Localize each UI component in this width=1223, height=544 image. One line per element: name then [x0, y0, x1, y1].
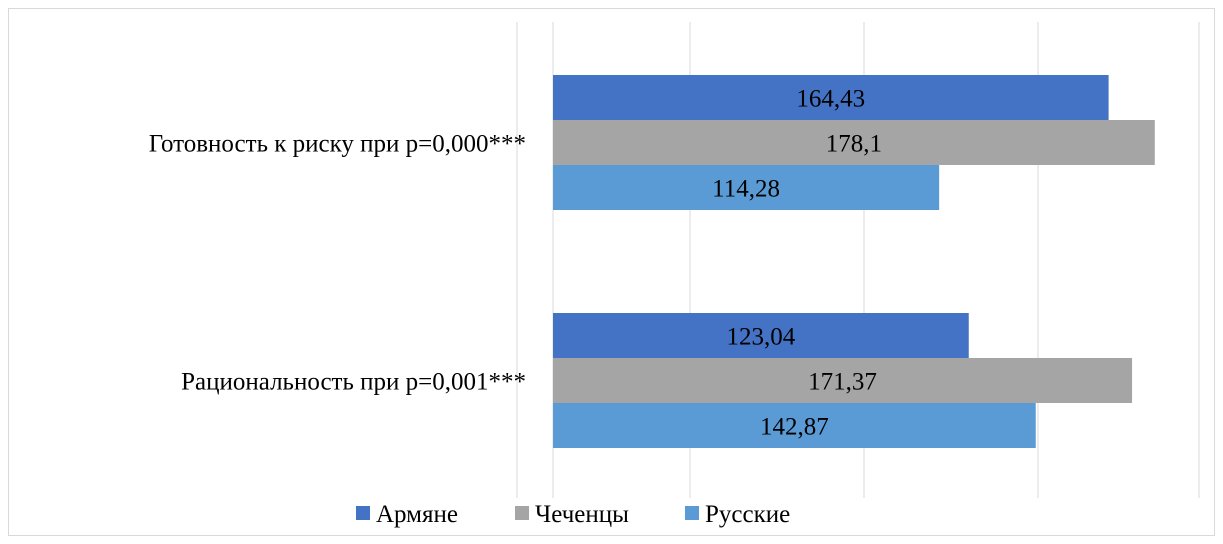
- category-label-2: Рациональность при p=0,001***: [181, 369, 526, 396]
- legend-label-3: Русские: [705, 501, 790, 528]
- category-label-1: Готовность к риску при p=0,000***: [149, 131, 526, 158]
- legend-swatch-2: [515, 506, 529, 520]
- bars: 164,43 178,1 114,28 123,04 171,37 142,87: [553, 75, 1155, 448]
- data-label-2-cat-2: 171,37: [808, 369, 877, 396]
- category-labels: Готовность к риску при p=0,000*** Рациона…: [149, 131, 526, 396]
- data-label-3-cat-2: 142,87: [760, 414, 829, 441]
- legend-label-1: Армяне: [376, 501, 458, 528]
- bar-1-cat-1: [553, 75, 1109, 120]
- data-label-1-cat-2: 123,04: [726, 324, 795, 351]
- bar-2-cat-1: [553, 120, 1155, 165]
- data-label-2-cat-1: 178,1: [826, 131, 882, 158]
- legend-swatch-3: [685, 506, 699, 520]
- legend: Армяне Чеченцы Русские: [356, 501, 790, 528]
- legend-swatch-1: [356, 506, 370, 520]
- legend-label-2: Чеченцы: [535, 501, 629, 528]
- data-label-1-cat-1: 164,43: [796, 86, 865, 113]
- bar-2-cat-2: [553, 358, 1133, 403]
- bar-1-cat-2: [553, 313, 969, 358]
- data-label-3-cat-1: 114,28: [712, 176, 780, 203]
- bar-3-cat-1: [553, 165, 940, 210]
- bar-3-cat-2: [553, 403, 1036, 448]
